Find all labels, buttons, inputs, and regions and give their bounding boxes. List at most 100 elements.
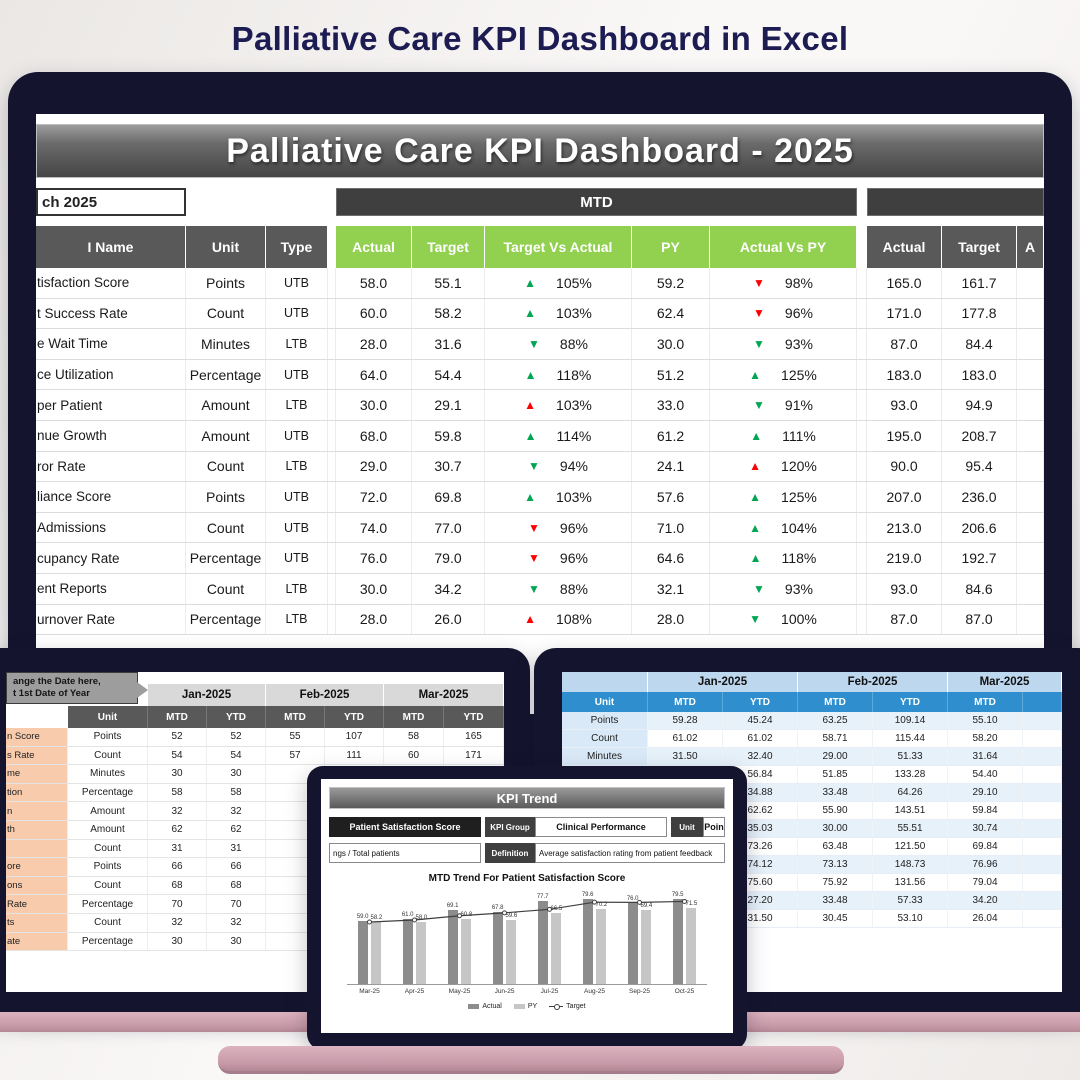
kpi-trend-title: KPI Trend (329, 787, 725, 809)
kpi-type: LTB (266, 390, 328, 420)
kpi-unit: Amount (186, 420, 266, 451)
value: 121.50 (873, 838, 948, 855)
actual-vs-py: ▲ 120% (710, 451, 857, 482)
trend-down-icon: ▼ (528, 459, 540, 474)
kpi-name: Admissions (36, 512, 186, 543)
x-axis-label: Mar-25 (359, 988, 380, 995)
actual-vs-py: ▲ 118% (710, 543, 857, 573)
kpi-unit: Count (186, 573, 266, 604)
gap (857, 451, 867, 482)
py-bar (551, 913, 562, 984)
month-header: Feb-2025 (798, 672, 948, 692)
ytd-target: 95.4 (942, 451, 1017, 482)
value: 54.40 (948, 766, 1023, 783)
table-row: Admissions Count UTB 74.0 77.0 ▼ 96% 71.0 ▲ 104% 2… (36, 512, 1044, 544)
kpi-unit: Amount (186, 390, 266, 420)
trend-up-icon: ▲ (524, 428, 537, 443)
py-bar (596, 909, 607, 984)
trend-down-icon: ▼ (753, 336, 765, 351)
bar-group: 77.7 66.5 (527, 888, 572, 984)
value: 29.00 (798, 748, 873, 765)
bar-wrap: 70.2 (596, 902, 607, 984)
trend-down-icon: ▼ (753, 275, 765, 290)
bar-wrap: 67.8 (492, 905, 504, 984)
target-vs-actual-pct: 88% (559, 335, 588, 352)
value: 33.48 (798, 892, 873, 909)
mtd-py: 51.2 (632, 359, 710, 390)
value: 55 (266, 728, 325, 746)
bar-value-label: 61.0 (401, 911, 414, 918)
py-bar (641, 909, 652, 984)
ytd-target: 84.4 (942, 329, 1017, 359)
actual-bar (357, 921, 368, 984)
bar-value-label: 76.0 (626, 895, 639, 902)
value: 171 (444, 746, 504, 765)
mtd-py: 59.2 (632, 268, 710, 298)
kpi-formula: ngs / Total patients (329, 843, 481, 863)
table-row: ce Utilization Percentage UTB 64.0 54.4 ▲ 118%… (36, 359, 1044, 391)
subheader: MTD (384, 706, 444, 728)
ytd-extra (1017, 390, 1044, 420)
table-row: Count 31 31 (6, 839, 504, 859)
right-table: Jan-2025 Feb-2025 Mar-2025 Unit MTD YTD MTD YT… (562, 672, 1062, 928)
ytd-target: 87.0 (942, 604, 1017, 635)
bar-wrap: 60.8 (461, 912, 472, 984)
cut (1023, 802, 1062, 819)
kpi-unit: Amount (68, 802, 148, 820)
col-type: Type (266, 226, 328, 268)
unit-value: Poin (703, 817, 725, 837)
value: 70 (148, 895, 207, 913)
value: 75.60 (723, 874, 798, 891)
table-row: ts Count 32 32 (6, 913, 504, 933)
cut (1023, 712, 1062, 729)
bar-value-label: 79.5 (671, 892, 684, 899)
target-vs-actual-pct: 103% (556, 397, 592, 414)
value: 58.20 (948, 730, 1023, 747)
definition-label: Definition (485, 843, 535, 863)
left-table-subheader: Unit MTD YTD MTD YTD MTD YTD (6, 706, 504, 728)
target-vs-actual-pct: 96% (559, 519, 588, 536)
ytd-extra (1017, 451, 1044, 482)
kpi-unit: Percentage (186, 359, 266, 390)
subheader: MTD (798, 692, 873, 712)
mtd-actual: 30.0 (336, 573, 412, 604)
value: 58 (207, 783, 266, 802)
ytd-extra (1017, 420, 1044, 451)
value: 30 (148, 765, 207, 783)
subheader: YTD (873, 692, 948, 712)
ytd-target: 208.7 (942, 420, 1017, 451)
mtd-actual: 29.0 (336, 451, 412, 482)
actual-vs-py: ▲ 125% (710, 359, 857, 390)
date-selector[interactable]: ch 2025 (36, 188, 186, 216)
col-mtd-actual: Actual (336, 226, 412, 268)
value: 30 (207, 932, 266, 951)
target-vs-actual: ▲ 118% (485, 359, 632, 390)
value: 30 (148, 932, 207, 951)
value: 58 (384, 728, 444, 746)
month-header: Jan-2025 (148, 684, 266, 706)
value: 57 (266, 746, 325, 765)
gap (328, 543, 336, 573)
callout-line-1: ange the Date here, (13, 676, 101, 687)
subheader: MTD (948, 692, 1023, 712)
kpi-name: e Wait Time (36, 329, 186, 359)
table-row: n Score Points 52 52 55 107 58 165 (6, 728, 504, 747)
bar-value-label: 59.0 (356, 914, 369, 921)
kpi-unit: Percentage (68, 932, 148, 951)
ytd-extra (1017, 482, 1044, 512)
ytd-extra (1017, 329, 1044, 359)
table-row: per Patient Amount LTB 30.0 29.1 ▲ 103% 33.0 ▼ 91… (36, 390, 1044, 421)
actual-bar (582, 899, 593, 984)
ytd-target: 161.7 (942, 268, 1017, 298)
kpi-selector[interactable]: Patient Satisfaction Score (329, 817, 481, 837)
trend-up-icon: ▲ (524, 489, 537, 504)
target-vs-actual: ▲ 108% (485, 604, 632, 635)
value: 61.02 (723, 730, 798, 747)
kpi-type: UTB (266, 420, 328, 451)
gap (328, 226, 336, 268)
gap (857, 298, 867, 329)
value: 34.20 (948, 892, 1023, 909)
value: 58 (148, 783, 207, 802)
value: 60 (384, 746, 444, 765)
kpi-type: LTB (266, 451, 328, 482)
